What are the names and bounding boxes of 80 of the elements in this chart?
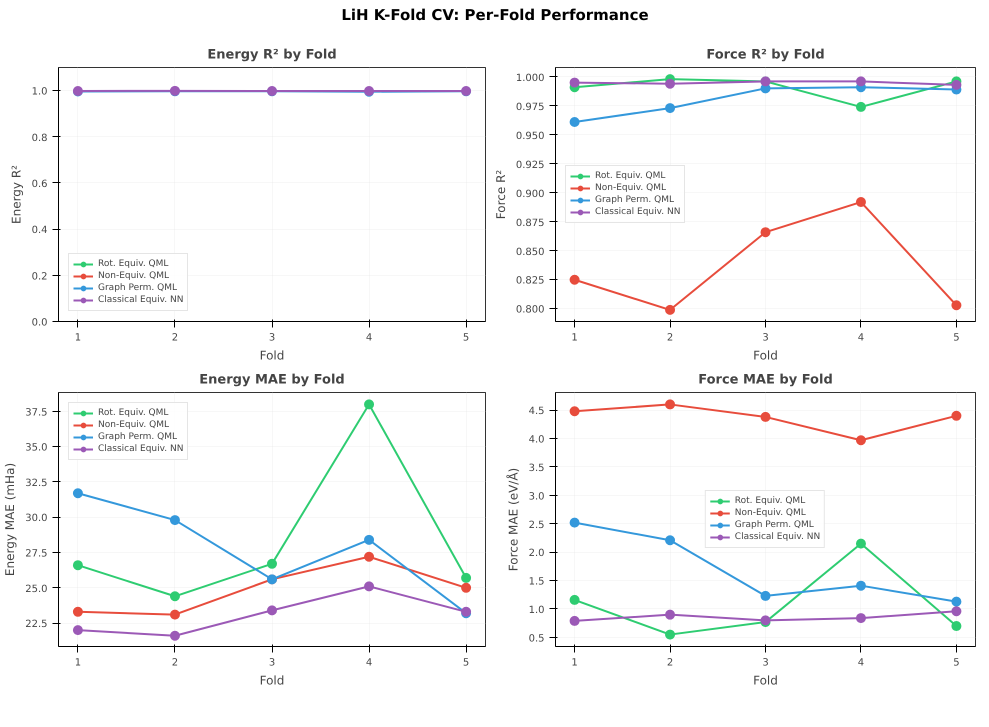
y-tick-label: 0.800 <box>516 304 545 316</box>
x-tick-label: 3 <box>268 658 276 668</box>
y-tick-label: 0.950 <box>516 130 545 142</box>
y-tick-label: 0.6 <box>32 178 48 190</box>
legend-label: Non-Equiv. QML <box>98 419 170 431</box>
x-tick-label: 5 <box>462 658 470 668</box>
y-tick-label: 0.5 <box>528 633 545 644</box>
y-tick-label: 1.000 <box>516 72 545 84</box>
y-tick-label: 3.0 <box>528 491 545 502</box>
y-tick-label: 32.5 <box>25 478 48 489</box>
legend-label: Classical Equiv. NN <box>595 206 680 218</box>
x-axis-title: Fold <box>753 674 778 688</box>
legend-label: Non-Equiv. QML <box>98 270 170 282</box>
y-tick-label: 0.900 <box>516 188 545 200</box>
x-tick-label: 4 <box>858 332 864 344</box>
x-tick-label: 4 <box>858 658 864 668</box>
y-tick-label: 2.5 <box>528 520 545 531</box>
x-tick-label: 3 <box>762 332 769 344</box>
y-tick-label: 0.875 <box>516 218 545 229</box>
chart-title: Energy R² by Fold <box>207 48 337 62</box>
x-tick-label: 5 <box>462 332 470 344</box>
text: LiH K-Fold CV: Per-Fold Performance <box>341 5 649 26</box>
y-tick-label: 25.0 <box>25 584 48 595</box>
y-tick-label: 0.825 <box>516 276 545 287</box>
y-tick-label: 2.0 <box>528 548 545 560</box>
y-axis-title: Force R² <box>494 170 508 220</box>
x-tick-label: 2 <box>172 332 178 344</box>
y-tick-label: 0.4 <box>32 225 48 236</box>
y-tick-label: 1.0 <box>528 604 545 616</box>
y-tick-label: 4.5 <box>528 406 545 418</box>
x-tick-label: 5 <box>953 332 960 344</box>
y-tick-label: 22.5 <box>25 619 48 630</box>
chart-title: Force MAE by Fold <box>698 372 833 388</box>
x-tick-label: 1 <box>571 658 578 668</box>
y-tick-label: 1.0 <box>32 86 48 98</box>
x-tick-label: 2 <box>666 658 674 668</box>
legend-label: Non-Equiv. QML <box>595 182 666 194</box>
legend-label: Rot. Equiv. QML <box>98 258 168 270</box>
chart-title: Energy MAE by Fold <box>199 372 345 388</box>
y-tick-label: 0.975 <box>516 102 545 113</box>
x-tick-label: 2 <box>172 658 178 668</box>
chart-title: Force R² by Fold <box>706 48 825 62</box>
y-tick-label: 0.8 <box>32 132 48 144</box>
x-tick-label: 4 <box>366 332 372 344</box>
x-axis-title: Fold <box>260 348 284 362</box>
legend-label: Graph Perm. QML <box>98 282 178 294</box>
legend-label: Rot. Equiv. QML <box>595 170 666 182</box>
y-tick-label: 0.925 <box>516 160 545 171</box>
y-tick-label: 1.5 <box>528 576 545 588</box>
y-tick-label: 0.850 <box>516 246 545 258</box>
legend-label: Graph Perm. QML <box>98 431 178 443</box>
legend-label: Non-Equiv. QML <box>734 507 806 519</box>
y-tick-label: 37.5 <box>25 407 48 418</box>
x-axis-title: Fold <box>753 348 778 362</box>
x-tick-label: 1 <box>74 332 82 344</box>
y-tick-label: 0.0 <box>32 318 48 328</box>
legend-label: Classical Equiv. NN <box>734 531 820 543</box>
legend-label: Rot. Equiv. QML <box>734 495 806 507</box>
x-tick-label: 5 <box>953 658 960 668</box>
x-tick-label: 3 <box>268 332 276 344</box>
x-tick-label: 4 <box>366 658 372 668</box>
legend-label: Classical Equiv. NN <box>98 443 184 455</box>
legend-label: Rot. Equiv. QML <box>98 407 168 419</box>
legend-label: Graph Perm. QML <box>734 519 814 531</box>
x-tick-label: 1 <box>571 332 578 344</box>
y-axis-title: Force MAE (eV/Å) <box>506 468 521 572</box>
y-tick-label: 30.0 <box>25 513 48 524</box>
y-axis-title: Energy MAE (mHa) <box>3 462 18 576</box>
y-tick-label: 35.0 <box>25 442 48 454</box>
y-tick-label: 3.5 <box>528 462 545 474</box>
y-tick-label: 0.2 <box>32 271 48 282</box>
x-tick-label: 2 <box>666 332 674 344</box>
legend-label: Graph Perm. QML <box>595 194 674 206</box>
x-tick-label: 3 <box>762 658 769 668</box>
legend-label: Classical Equiv. NN <box>98 294 184 306</box>
y-tick-label: 27.5 <box>25 548 48 560</box>
x-tick-label: 1 <box>74 658 82 668</box>
y-axis-title: Energy R² <box>10 164 24 224</box>
x-axis-title: Fold <box>260 674 284 688</box>
y-tick-label: 4.0 <box>528 434 545 446</box>
